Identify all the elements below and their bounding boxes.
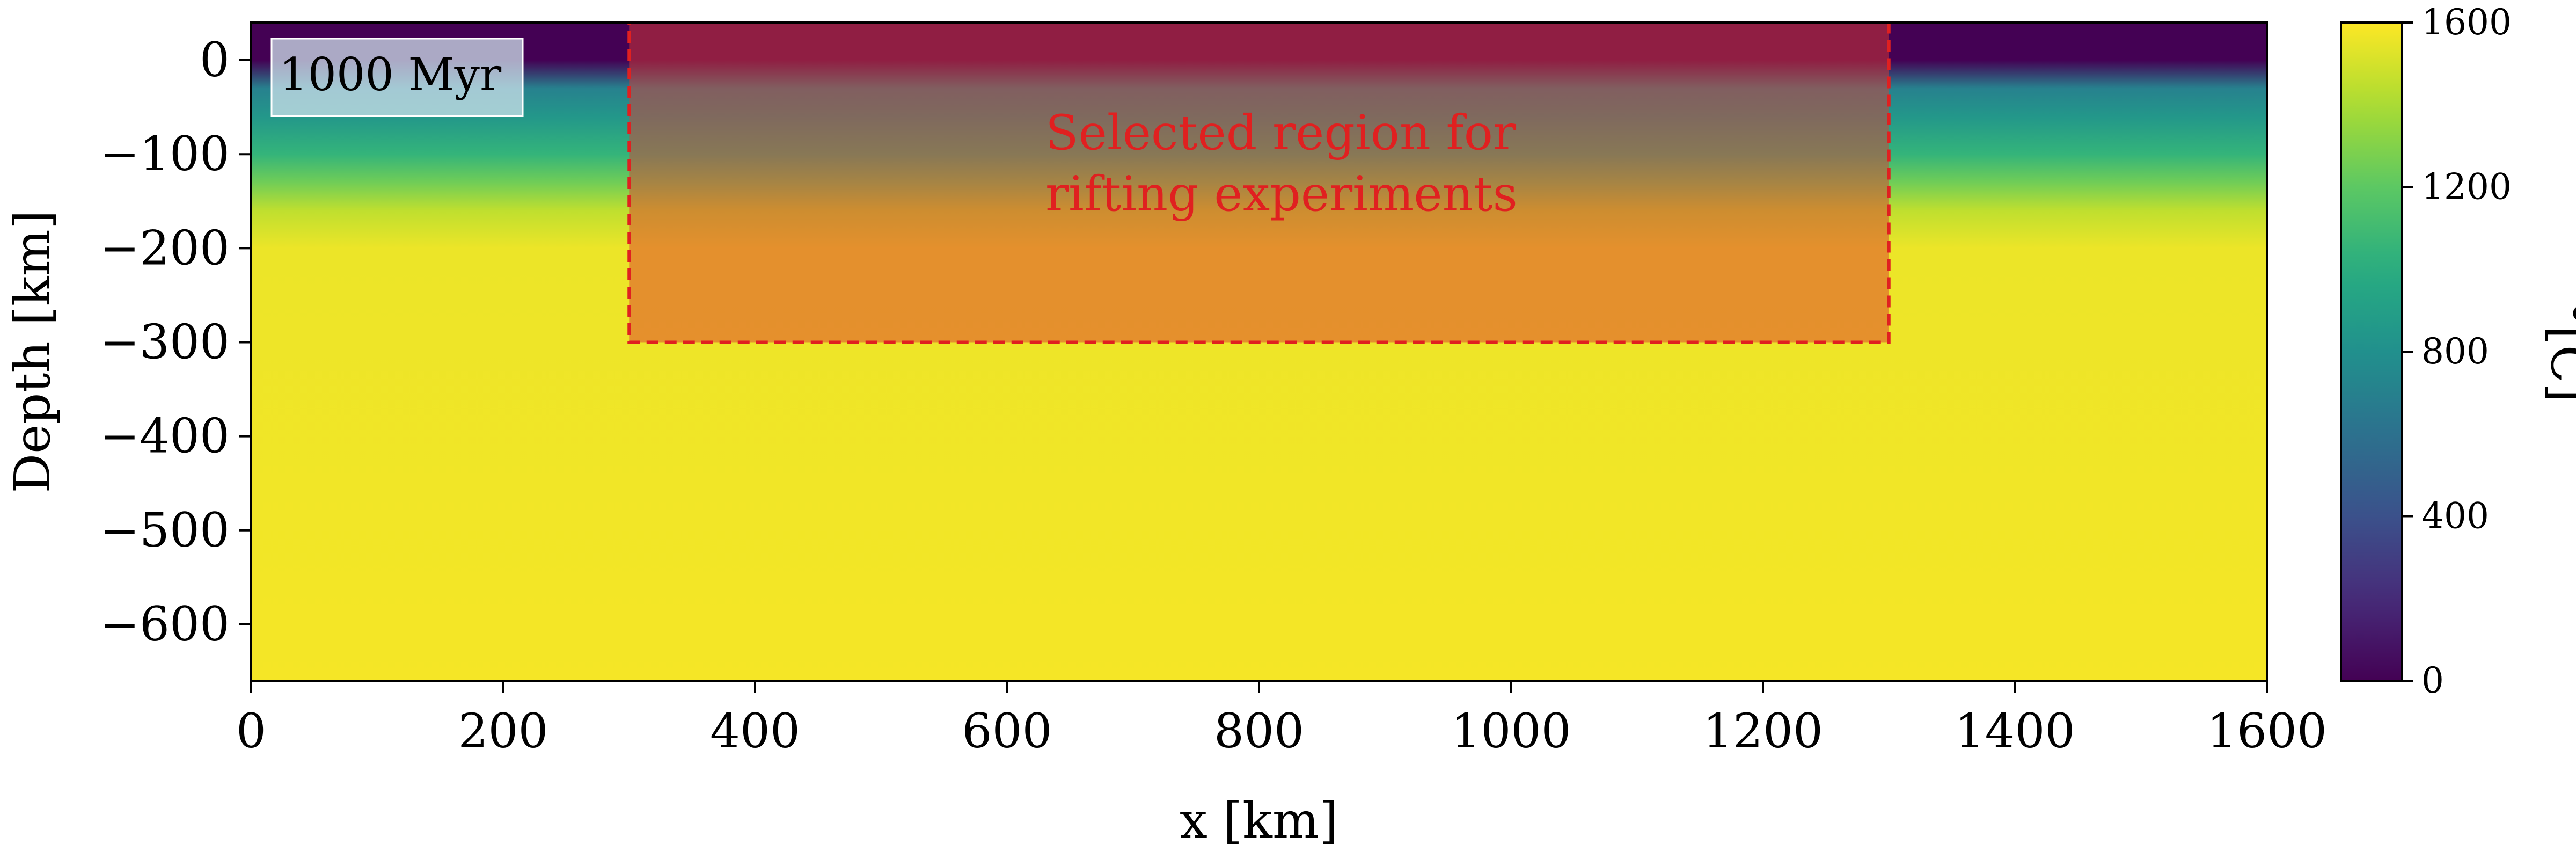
x-tick-label: 0	[236, 703, 266, 759]
x-tick-label: 200	[458, 703, 548, 759]
y-tick-label: −600	[100, 596, 230, 652]
time-badge-text: 1000 Myr	[279, 48, 502, 101]
y-tick-label: 0	[200, 32, 230, 88]
y-tick-label: −500	[100, 503, 230, 558]
colorbar-tick-label: 400	[2421, 496, 2489, 537]
colorbar-ticks: 0 400 800 1200 1600	[2402, 2, 2512, 701]
selected-region-label-line1: Selected region for	[1045, 105, 1517, 161]
x-axis-label: x [km]	[1180, 792, 1338, 849]
y-axis: 0 −100 −200 −300 −400 −500 −600	[100, 32, 251, 652]
y-tick-label: −400	[100, 409, 230, 464]
plot-area: Selected region for rifting experiments …	[4, 21, 2327, 849]
selected-region-label-line2: rifting experiments	[1045, 166, 1518, 222]
colorbar-gradient-bar	[2340, 21, 2403, 682]
y-tick-label: −300	[100, 314, 230, 369]
y-tick-label: −100	[100, 126, 230, 181]
x-tick-label: 1200	[1703, 703, 1823, 759]
x-tick-label: 1400	[1955, 703, 2075, 759]
time-badge: 1000 Myr	[270, 38, 524, 117]
x-tick-label: 600	[962, 703, 1052, 759]
selected-region-box	[627, 21, 1891, 344]
x-tick-label: 1000	[1451, 703, 1571, 759]
colorbar-label: °[C]	[2540, 301, 2576, 402]
x-tick-label: 800	[1214, 703, 1304, 759]
colorbar-tick-label: 1600	[2421, 2, 2512, 43]
x-tick-label: 400	[710, 703, 800, 759]
colorbar-tick-label: 800	[2421, 331, 2489, 372]
colorbar-tick-label: 1200	[2421, 166, 2512, 208]
time-badge-background	[270, 38, 524, 117]
colorbar-tick-label: 0	[2421, 660, 2444, 701]
y-axis-label: Depth [km]	[4, 210, 61, 493]
x-tick-label: 1600	[2207, 703, 2327, 759]
colorbar: 0 400 800 1200 1600 °[C]	[2340, 2, 2576, 701]
x-axis: 0 200 400 600 800 1000 1200 1400 1600	[236, 681, 2327, 759]
y-tick-label: −200	[100, 220, 230, 275]
